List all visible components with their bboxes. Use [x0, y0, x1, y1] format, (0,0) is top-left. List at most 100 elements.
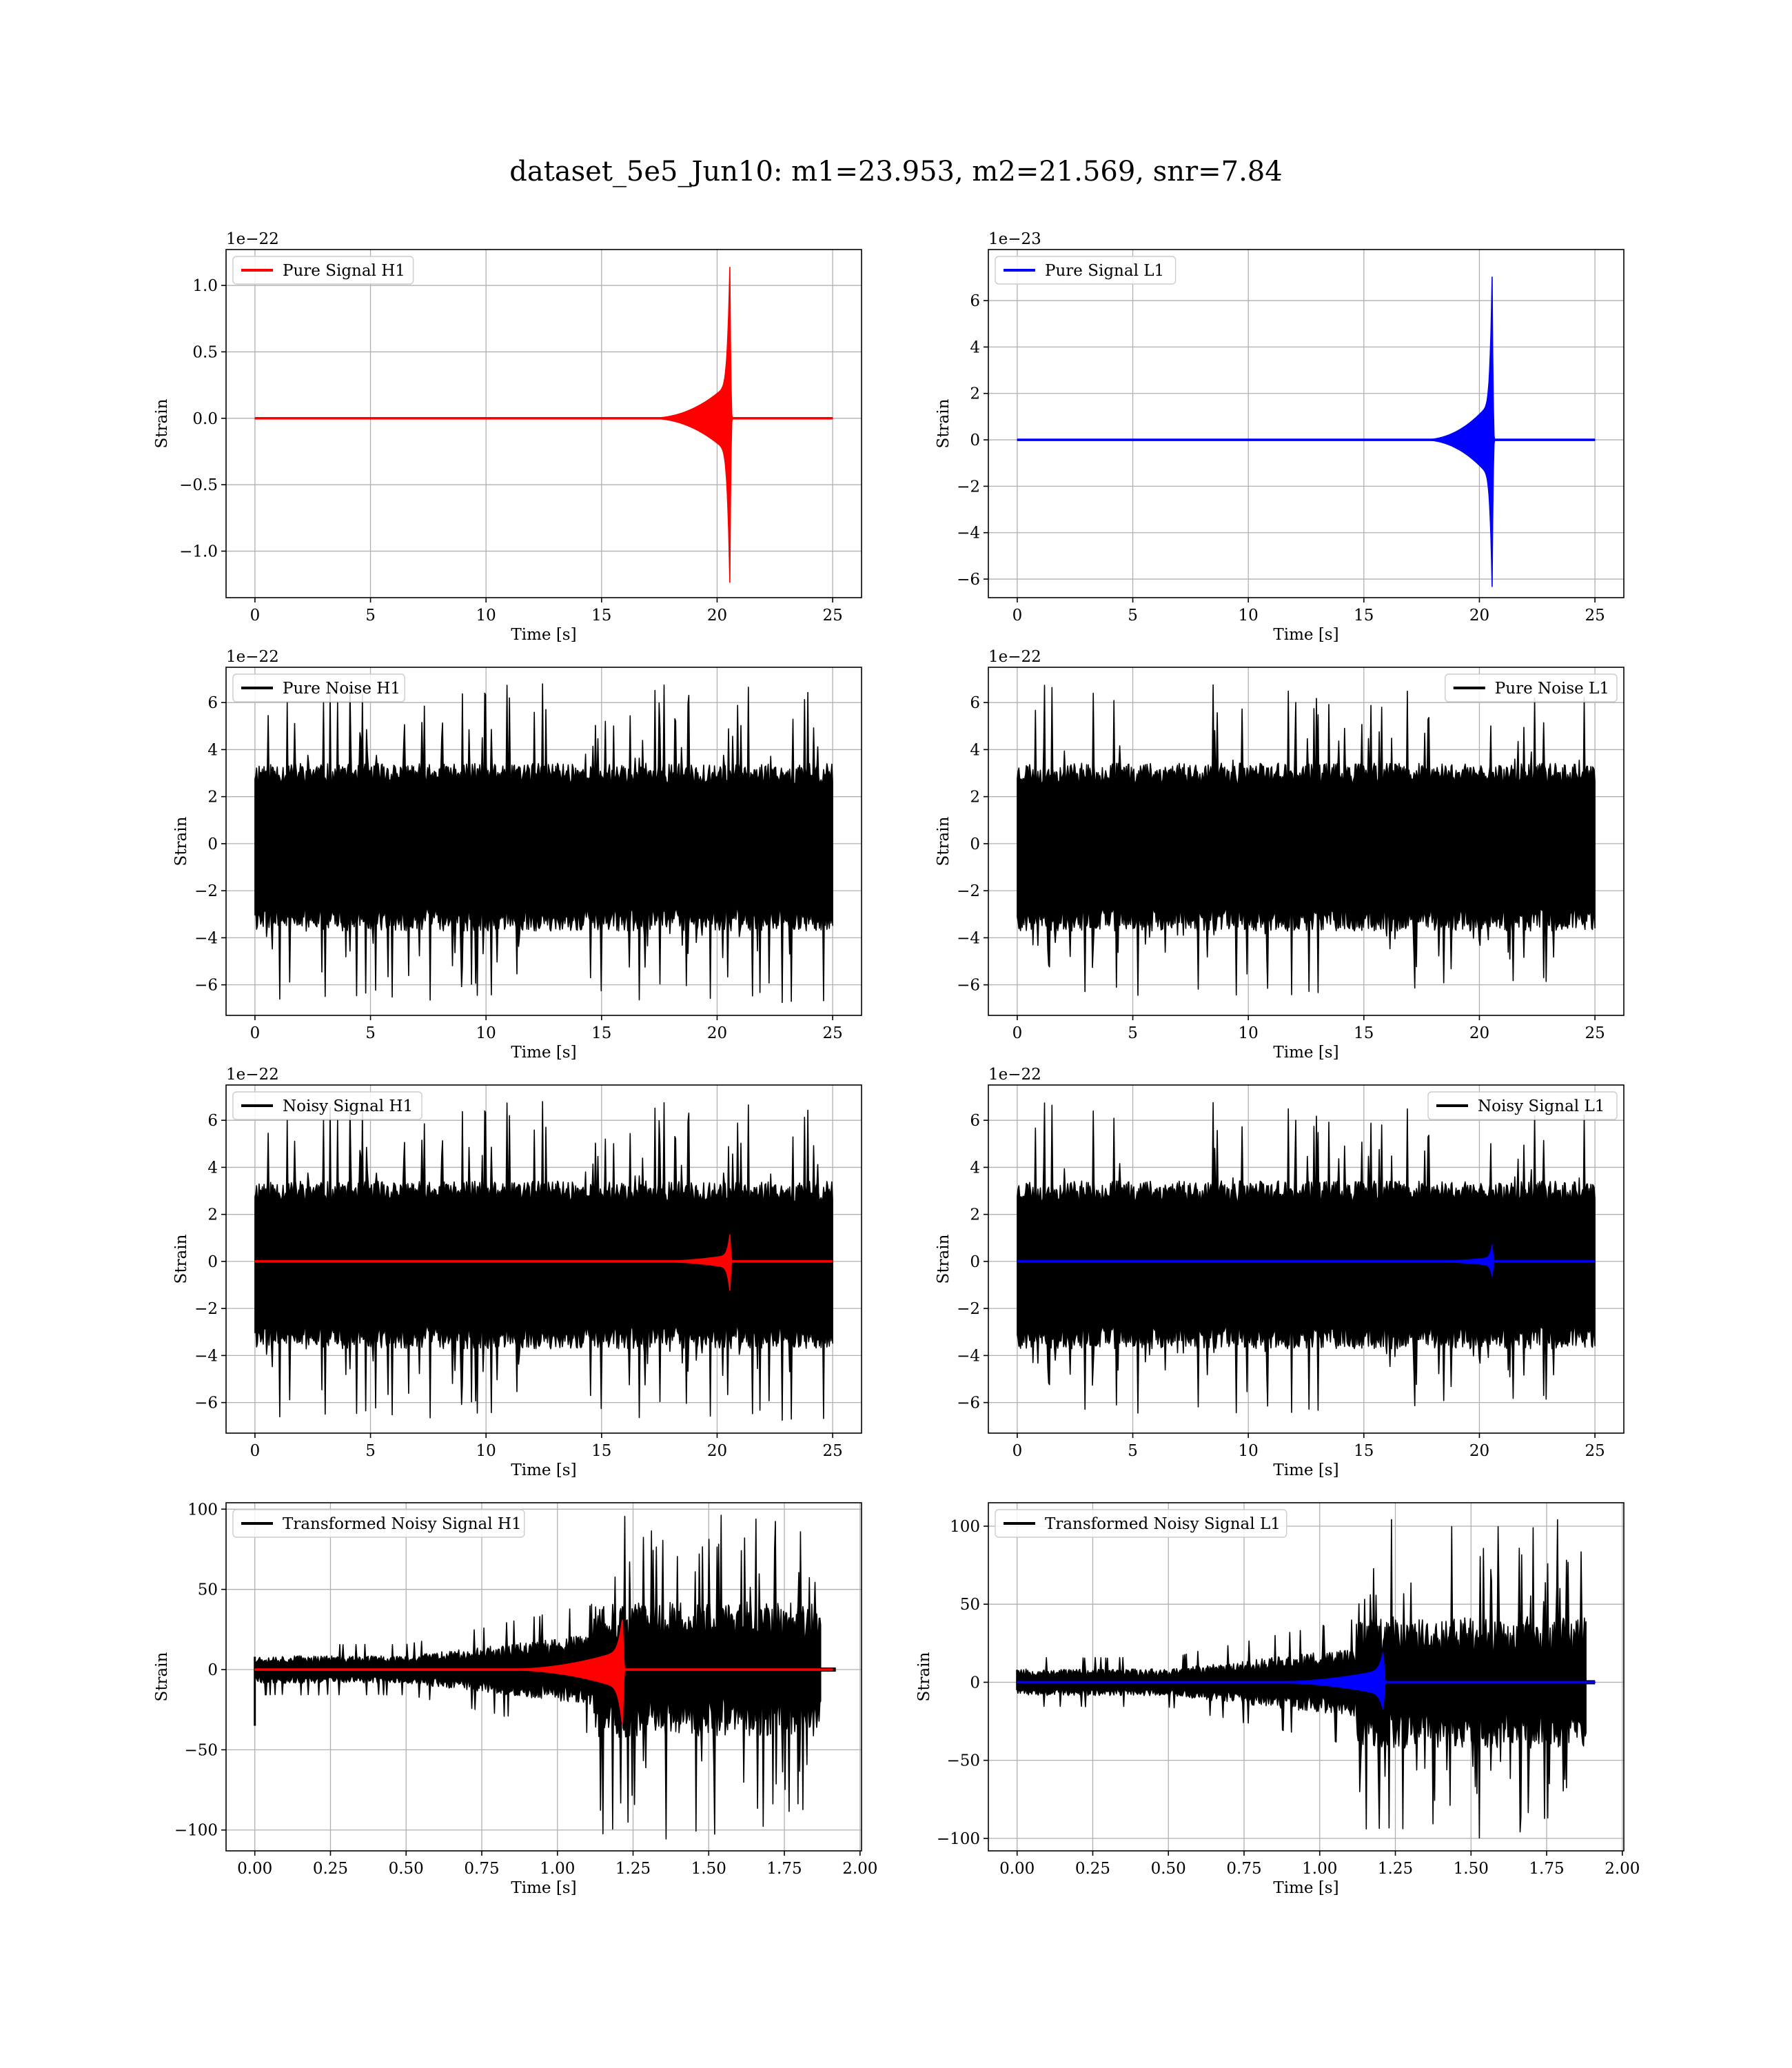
- x-tick-label: 15: [1354, 1024, 1374, 1042]
- series-group: [254, 1514, 836, 1840]
- axis-offset-label: 1e−22: [988, 648, 1041, 666]
- y-tick-label: 0: [207, 1253, 218, 1271]
- x-tick-label: 10: [476, 1024, 496, 1042]
- series-noise-band: [254, 1514, 822, 1840]
- x-tick-label: 0.75: [464, 1860, 499, 1878]
- y-tick-label: 0: [970, 835, 980, 853]
- x-tick-label: 1.25: [1378, 1860, 1413, 1878]
- x-tick-label: 20: [707, 1442, 727, 1460]
- legend: Pure Signal H1: [232, 256, 414, 285]
- series-group: [254, 1101, 833, 1421]
- y-axis-label: Strain: [935, 816, 953, 866]
- y-tick-label: 2: [207, 789, 218, 807]
- axes-frame: [225, 1084, 862, 1434]
- y-tick-label: 0.0: [192, 410, 218, 428]
- x-tick-label: 20: [1469, 1442, 1489, 1460]
- y-tick-label: −4: [957, 1347, 980, 1365]
- legend: Noisy Signal L1: [1427, 1091, 1618, 1120]
- x-tick-label: 10: [476, 1442, 496, 1460]
- axes-frame: [225, 667, 862, 1016]
- x-tick-label: 1.00: [540, 1860, 575, 1878]
- y-tick-label: 0: [970, 1253, 980, 1271]
- x-tick-label: 0: [250, 1024, 261, 1042]
- y-tick-label: −4: [194, 1347, 218, 1365]
- x-tick-label: 0.25: [1075, 1860, 1110, 1878]
- x-axis-label: Time [s]: [511, 1879, 576, 1897]
- y-axis-label: Strain: [153, 1652, 171, 1701]
- axis-offset-label: 1e−22: [988, 1066, 1041, 1084]
- legend: Noisy Signal H1: [232, 1091, 422, 1120]
- axes-frame: [988, 1502, 1625, 1852]
- axes-frame: [988, 249, 1625, 598]
- x-tick-label: 25: [1585, 1442, 1605, 1460]
- legend: Pure Noise L1: [1445, 673, 1618, 702]
- x-axis-label: Time [s]: [1273, 1044, 1338, 1062]
- series-group: [254, 267, 833, 583]
- series-group: [1016, 1519, 1596, 1839]
- y-tick-label: 100: [187, 1501, 218, 1519]
- y-tick-label: −2: [957, 478, 980, 496]
- axis-offset-label: 1e−23: [988, 230, 1041, 248]
- x-axis-label: Time [s]: [511, 626, 576, 644]
- x-tick-label: 0.00: [999, 1860, 1035, 1878]
- x-tick-label: 25: [1585, 1024, 1605, 1042]
- y-tick-label: 0: [207, 1661, 218, 1679]
- y-tick-label: −2: [957, 882, 980, 900]
- y-tick-label: −4: [194, 929, 218, 947]
- x-tick-label: 5: [365, 607, 376, 625]
- series-group: [1017, 684, 1596, 996]
- y-axis-label: Strain: [935, 1234, 953, 1284]
- legend-box: [995, 1509, 1287, 1538]
- x-tick-label: 0: [250, 1442, 261, 1460]
- legend-label: Pure Signal H1: [283, 262, 405, 280]
- y-tick-label: 2: [970, 1206, 980, 1224]
- y-tick-label: −2: [194, 1300, 218, 1318]
- x-axis-label: Time [s]: [511, 1044, 576, 1062]
- plot-transformed-noisy-signal-l1: 0.00 0.25 0.50 0.75 1.00 1.25 1.50 1.75 2.00 −100…: [915, 1502, 1640, 1897]
- x-tick-label: 0.50: [1151, 1860, 1186, 1878]
- x-tick-label: 10: [1239, 607, 1259, 625]
- y-tick-label: 6: [970, 292, 980, 310]
- x-tick-label: 0.50: [389, 1860, 424, 1878]
- y-tick-label: 4: [970, 741, 980, 759]
- y-tick-label: −4: [957, 929, 980, 947]
- series-noise-band: [1017, 1102, 1596, 1414]
- x-tick-label: 1.75: [766, 1860, 802, 1878]
- series-noise-band: [254, 683, 833, 1003]
- plot-pure-noise-h1: 0 5 10 15 20 25 −6 −4 −2 0 2 4 6 Time [s] Strain 1e−22P…: [172, 648, 862, 1062]
- y-axis-label: Strain: [172, 816, 190, 866]
- y-tick-label: −6: [957, 571, 980, 589]
- x-tick-label: 20: [1469, 607, 1489, 625]
- series-group: [1017, 276, 1596, 587]
- plot-pure-signal-l1: 0 5 10 15 20 25 −6 −4 −2 0 2 4 6 Time [s] Strain 1e−23P…: [935, 230, 1625, 644]
- axes-frame: [988, 1084, 1625, 1434]
- x-tick-label: 15: [1354, 607, 1374, 625]
- legend: Transformed Noisy Signal H1: [232, 1509, 525, 1538]
- x-tick-label: 1.75: [1529, 1860, 1564, 1878]
- y-tick-label: 1.0: [192, 277, 218, 295]
- x-tick-label: 20: [1469, 1024, 1489, 1042]
- x-tick-label: 10: [1239, 1024, 1259, 1042]
- y-tick-label: −6: [194, 1395, 218, 1412]
- series-group: [1017, 1102, 1596, 1414]
- legend: Pure Noise H1: [232, 673, 405, 702]
- x-tick-label: 15: [591, 1024, 611, 1042]
- legend-label: Pure Noise L1: [1495, 680, 1609, 698]
- x-tick-label: 10: [476, 607, 496, 625]
- x-tick-label: 1.50: [691, 1860, 726, 1878]
- y-tick-label: −4: [957, 525, 980, 543]
- x-axis-label: Time [s]: [511, 1461, 576, 1479]
- y-tick-label: 4: [970, 338, 980, 356]
- x-tick-label: 1.50: [1454, 1860, 1489, 1878]
- series-signal-band: [254, 267, 833, 583]
- x-tick-label: 5: [1128, 1024, 1138, 1042]
- y-tick-label: 6: [207, 1112, 218, 1130]
- y-tick-label: 50: [198, 1581, 218, 1599]
- y-tick-label: −6: [957, 1395, 980, 1412]
- y-tick-label: 100: [950, 1518, 980, 1536]
- series-noise-band: [1017, 684, 1596, 996]
- x-tick-label: 25: [822, 607, 842, 625]
- y-tick-label: −6: [957, 977, 980, 995]
- x-tick-label: 0: [1012, 607, 1023, 625]
